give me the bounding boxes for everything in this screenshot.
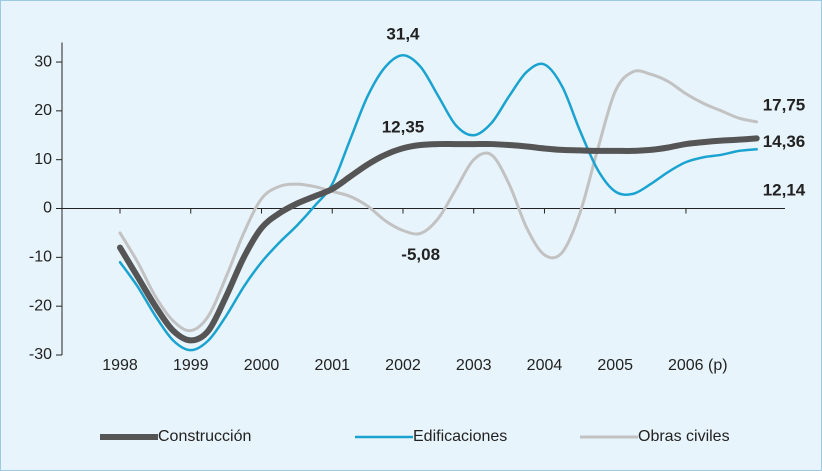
line-series — [117, 135, 760, 344]
legend-label: Obras civiles — [638, 428, 730, 445]
x-tick-label: 1999 — [173, 357, 209, 374]
x-tick-label: 2002 — [385, 357, 421, 374]
y-tick-label: 20 — [34, 102, 52, 119]
data-label: 17,75 — [763, 95, 806, 114]
data-label: -5,08 — [401, 245, 440, 264]
x-tick-label: 2004 — [527, 357, 563, 374]
x-tick-label: 2001 — [314, 357, 350, 374]
data-label: 12,35 — [382, 118, 425, 137]
x-tick-label: 2006 (p) — [668, 357, 728, 374]
data-label: 14,36 — [763, 132, 806, 151]
data-label: 31,4 — [386, 25, 420, 44]
data-label: 12,14 — [763, 181, 806, 200]
y-tick-label: -10 — [29, 249, 52, 266]
y-tick-label: 0 — [43, 200, 52, 217]
x-tick-label: 2000 — [244, 357, 280, 374]
legend-label: Edificaciones — [413, 428, 507, 445]
x-tick-label: 2005 — [597, 357, 633, 374]
x-tick-label: 1998 — [102, 357, 138, 374]
y-tick-label: 10 — [34, 151, 52, 168]
line-series — [118, 69, 759, 333]
line-series — [118, 53, 758, 352]
x-tick-label: 2003 — [456, 357, 492, 374]
y-tick-label: -20 — [29, 297, 52, 314]
legend-label: Construcción — [158, 428, 251, 445]
y-tick-label: -30 — [29, 346, 52, 363]
y-tick-label: 30 — [34, 53, 52, 70]
